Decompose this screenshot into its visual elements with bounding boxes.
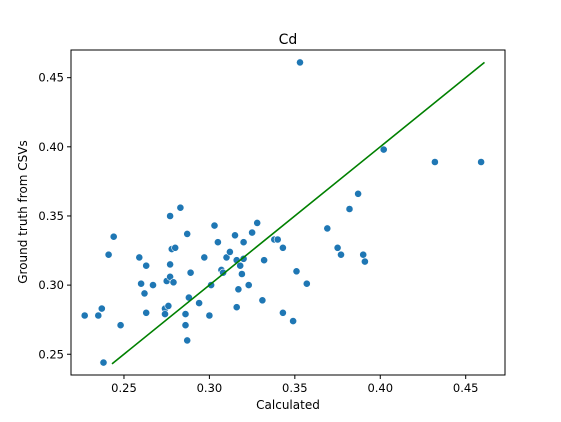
data-point (236, 261, 245, 270)
data-point (207, 281, 215, 289)
y-tick-label: 0.30 (38, 278, 64, 292)
data-point (164, 301, 173, 310)
data-point (430, 158, 439, 166)
x-tick-label: 0.35 (282, 381, 308, 395)
data-point (296, 58, 304, 67)
data-point (195, 299, 203, 307)
y-tick-label: 0.40 (38, 140, 64, 154)
data-point (213, 238, 222, 247)
data-point (94, 311, 103, 320)
data-point (186, 268, 195, 277)
y-tick-label: 0.25 (38, 347, 64, 361)
y-tick-label: 0.45 (38, 71, 64, 85)
data-point (354, 189, 362, 198)
y-axis-label: Ground truth from CSVs (16, 140, 30, 284)
data-point (248, 228, 256, 237)
y-tick-label: 0.35 (38, 209, 64, 223)
data-point (137, 279, 145, 288)
data-point (333, 243, 342, 252)
fit-line (111, 61, 486, 365)
data-point (234, 285, 243, 294)
data-point (253, 218, 262, 227)
data-point (181, 321, 190, 330)
data-point (292, 267, 301, 276)
data-point (231, 231, 239, 240)
data-point (200, 253, 209, 262)
data-point (360, 257, 369, 266)
data-point (237, 270, 246, 278)
data-point (166, 212, 174, 220)
axes-frame (70, 49, 506, 376)
data-point (258, 296, 267, 305)
ticks: 0.25 0.30 0.35 0.40 0.45 0.25 0.30 0.35 0.40 0.45 (38, 71, 478, 395)
data-point (225, 247, 234, 256)
x-axis-label: Calculated (256, 398, 320, 412)
x-tick-label: 0.40 (367, 381, 393, 395)
data-point (116, 321, 125, 330)
data-point (323, 224, 332, 233)
data-point (359, 250, 368, 259)
data-point (142, 261, 151, 270)
data-point (171, 243, 180, 252)
data-point (337, 250, 345, 259)
data-point (97, 304, 106, 313)
data-point (109, 232, 118, 241)
x-tick-label: 0.25 (111, 381, 137, 395)
data-point (161, 310, 169, 318)
x-tick-label: 0.30 (197, 381, 223, 395)
data-point (289, 317, 297, 325)
data-point (176, 203, 185, 212)
data-point (278, 243, 287, 252)
data-point (104, 250, 113, 259)
plot-area (80, 58, 486, 367)
data-point (149, 281, 157, 289)
data-point (210, 221, 219, 230)
data-point (345, 205, 354, 213)
chart-title: Cd (279, 32, 298, 48)
data-point (142, 308, 151, 317)
x-tick-label: 0.45 (453, 381, 479, 395)
data-point (181, 310, 190, 318)
data-point (239, 238, 248, 247)
data-point (302, 279, 311, 288)
data-point (379, 145, 388, 154)
data-point (183, 229, 192, 238)
data-point (260, 256, 268, 265)
data-point (244, 281, 253, 289)
data-point (99, 358, 108, 367)
data-point (80, 311, 89, 320)
data-point (232, 303, 241, 312)
data-point (140, 289, 149, 298)
data-point (166, 260, 174, 269)
data-point (205, 311, 214, 320)
data-point (477, 158, 485, 166)
data-point (278, 308, 287, 317)
data-point (169, 278, 178, 287)
data-point (183, 336, 192, 345)
data-point (135, 253, 144, 262)
data-point (239, 254, 248, 263)
data-point (273, 235, 282, 244)
